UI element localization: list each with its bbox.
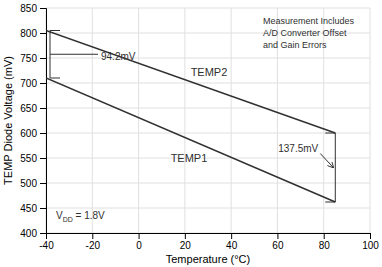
x-tick-mark [185, 233, 186, 239]
note-line: A/D Converter Offset [263, 28, 347, 38]
y-tick-label: 400 [20, 228, 37, 239]
grid-line-y [46, 58, 370, 59]
y-tick-label: 750 [20, 53, 37, 64]
y-tick-mark [40, 83, 46, 84]
y-tick-label: 550 [20, 153, 37, 164]
annotation: VDD = 1.8V [56, 210, 105, 223]
x-tick: 40 [226, 233, 238, 251]
annotation-subscript: DD [63, 216, 73, 223]
annotation: 137.5mV [278, 143, 318, 154]
y-tick-label: 800 [20, 28, 37, 39]
y-tick-mark [40, 183, 46, 184]
x-tick-label: -40 [39, 240, 54, 251]
series-line [46, 31, 335, 134]
grid-line-x [370, 8, 371, 233]
bracket [325, 133, 335, 202]
series-line [46, 78, 335, 202]
x-tick-mark [277, 233, 278, 239]
x-tick: 100 [362, 233, 379, 251]
y-tick: 600 [20, 128, 46, 139]
x-axis-title: Temperature (°C) [166, 253, 250, 265]
x-tick-mark [139, 233, 140, 239]
x-tick-label: 0 [136, 240, 142, 251]
annotation-part: = 1.8V [73, 210, 105, 221]
annotations: TEMP2 TEMP1 94.2mV 137.5mV VDD = 1.8V Measure… [56, 16, 355, 223]
x-tick: 20 [180, 233, 192, 251]
y-tick-mark [40, 158, 46, 159]
y-tick-label: 700 [20, 78, 37, 89]
y-tick-mark [40, 58, 46, 59]
y-tick: 800 [20, 28, 46, 39]
y-tick-mark [40, 8, 46, 9]
x-tick: -20 [86, 233, 101, 251]
y-tick: 850 [20, 3, 46, 14]
y-tick-label: 600 [20, 128, 37, 139]
grid-line-y [46, 158, 370, 159]
y-tick-label: 450 [20, 203, 37, 214]
y-tick: 500 [20, 178, 46, 189]
grid-line-y [46, 8, 370, 9]
y-axis: 400 450 500 550 600 650 700 750 800 850 [20, 3, 46, 239]
x-tick: -40 [39, 233, 54, 251]
x-tick-label: 100 [362, 240, 379, 251]
grid-line-y [46, 133, 370, 134]
x-tick-label: -20 [86, 240, 101, 251]
x-axis: -40 -20 0 20 40 60 80 100 [39, 233, 379, 251]
y-axis-line [40, 9, 47, 234]
x-tick-label: 80 [319, 240, 331, 251]
grid [46, 8, 370, 233]
y-tick-mark [40, 233, 46, 234]
grid-line-y [46, 83, 370, 84]
plot-area [46, 31, 335, 203]
x-tick-label: 40 [226, 240, 238, 251]
x-tick-label: 60 [272, 240, 284, 251]
grid-line-y [46, 208, 370, 209]
y-tick-mark [40, 208, 46, 209]
x-tick-mark [92, 233, 93, 239]
y-tick-label: 500 [20, 178, 37, 189]
x-tick-mark [231, 233, 232, 239]
y-tick: 400 [20, 228, 46, 239]
y-tick-mark [40, 108, 46, 109]
note-line: and Gain Errors [263, 40, 327, 50]
y-tick-mark [40, 133, 46, 134]
bracket [50, 31, 98, 79]
chart: -40 -20 0 20 40 60 80 100 400 450 500 550 600 650 700 7… [0, 0, 382, 267]
grid-line-x [92, 8, 93, 233]
note-line: Measurement Includes [263, 16, 355, 26]
y-tick-label: 850 [20, 3, 37, 14]
grid-line-y [46, 183, 370, 184]
note: Measurement Includes A/D Converter Offset… [263, 16, 355, 50]
y-tick: 450 [20, 203, 46, 214]
series-label: TEMP2 [191, 66, 228, 78]
x-axis-line [47, 234, 371, 240]
grid-line-x [231, 8, 232, 233]
annotation: 94.2mV [101, 51, 136, 62]
grid-line-x [138, 8, 139, 233]
y-axis-title: TEMP Diode Voltage (mV) [2, 56, 14, 185]
grid-line-x [184, 8, 185, 233]
x-tick-mark [370, 233, 371, 239]
y-tick-label: 650 [20, 103, 37, 114]
grid-line-y [46, 108, 370, 109]
x-tick-label: 20 [180, 240, 192, 251]
x-tick: 60 [272, 233, 284, 251]
y-tick: 650 [20, 103, 46, 114]
y-tick: 550 [20, 153, 46, 164]
x-tick: 80 [319, 233, 331, 251]
y-tick-mark [40, 33, 46, 34]
x-tick: 0 [136, 233, 142, 251]
x-tick-mark [324, 233, 325, 239]
y-tick: 750 [20, 53, 46, 64]
y-tick: 700 [20, 78, 46, 89]
annotation-arrow [320, 154, 333, 168]
series-label: TEMP1 [171, 152, 208, 164]
